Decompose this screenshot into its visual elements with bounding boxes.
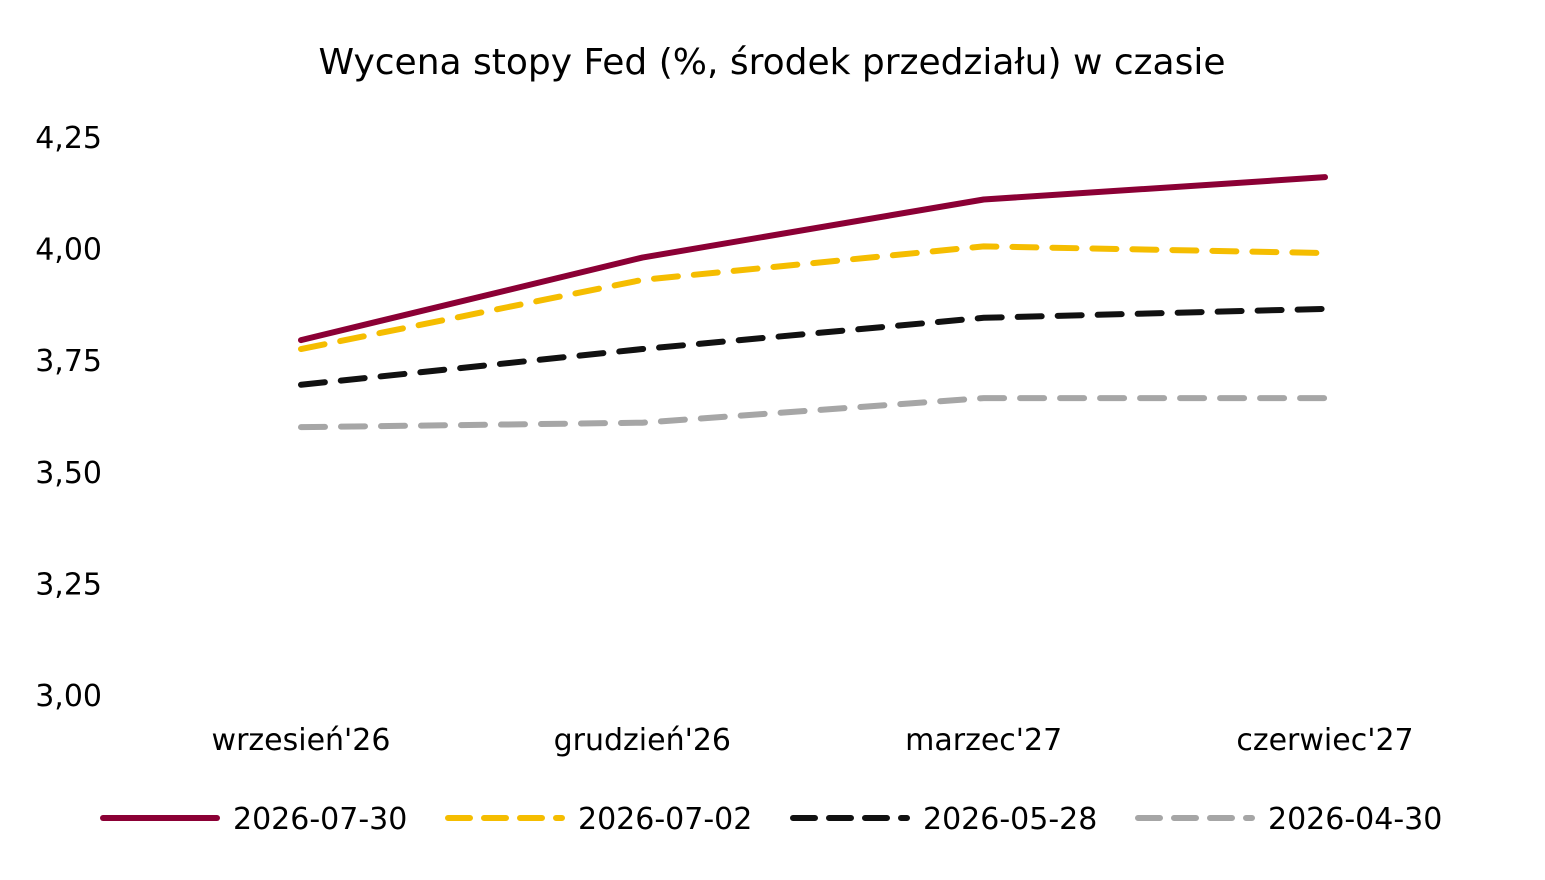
series-line-2026-07-02 bbox=[298, 243, 1328, 353]
series-lines bbox=[298, 174, 1328, 431]
y-tick-label: 3,00 bbox=[35, 679, 102, 714]
x-tick-label: czerwiec'27 bbox=[1236, 723, 1413, 758]
chart-title: Wycena stopy Fed (%, środek przedziału) … bbox=[318, 42, 1225, 83]
x-tick-label: wrzesień'26 bbox=[212, 723, 391, 758]
y-tick-label: 3,50 bbox=[35, 456, 102, 491]
y-tick-label: 4,25 bbox=[35, 121, 102, 156]
legend-label: 2026-05-28 bbox=[923, 802, 1097, 837]
legend: 2026-07-30 2026-07-02 2026-05-28 2026-04-30 bbox=[100, 802, 1442, 837]
legend-label: 2026-04-30 bbox=[1268, 802, 1442, 837]
series-line-2026-04-30 bbox=[298, 395, 1328, 431]
x-tick-label: marzec'27 bbox=[905, 723, 1062, 758]
y-tick-label: 3,25 bbox=[35, 567, 102, 602]
series-line-2026-05-28 bbox=[298, 305, 1328, 388]
legend-label: 2026-07-30 bbox=[233, 802, 407, 837]
legend-label: 2026-07-02 bbox=[578, 802, 752, 837]
y-tick-label: 3,75 bbox=[35, 344, 102, 379]
series-line-2026-07-30 bbox=[298, 174, 1328, 344]
x-tick-label: grudzień'26 bbox=[554, 723, 731, 758]
x-axis: wrzesień'26 grudzień'26 marzec'27 czerwiec'… bbox=[212, 723, 1414, 758]
y-tick-label: 4,00 bbox=[35, 233, 102, 268]
y-axis: 3,00 3,25 3,50 3,75 4,00 4,25 bbox=[35, 121, 102, 714]
